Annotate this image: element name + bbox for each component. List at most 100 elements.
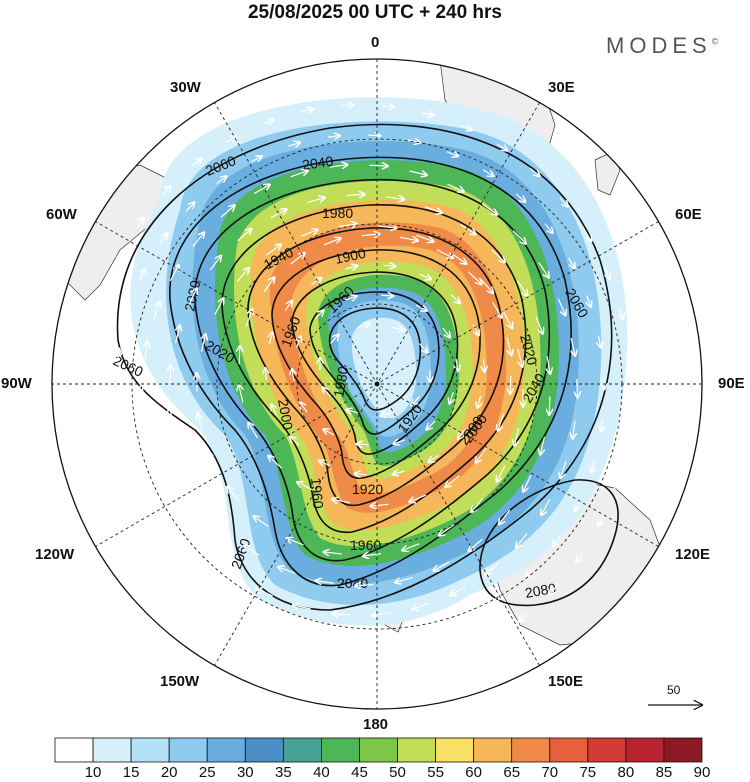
wind-vector-arrow: [436, 249, 453, 258]
wind-vector-arrow: [402, 543, 420, 551]
lon-label-60w: 60W: [46, 206, 77, 223]
wind-vector-arrow: [540, 436, 544, 454]
wind-vector-arrow: [450, 585, 467, 595]
wind-vector-arrow: [507, 337, 511, 355]
wind-vector-arrow: [538, 262, 549, 278]
wind-vector-arrow: [547, 355, 550, 374]
wind-vector-arrow: [424, 206, 442, 213]
wind-vector-arrow: [145, 341, 147, 360]
colorbar: [54, 737, 703, 763]
wind-vector-arrow: [575, 499, 580, 511]
wind-vector-arrow: [300, 403, 308, 413]
wind-vector-arrow: [188, 288, 197, 305]
wind-vector-arrow: [485, 562, 500, 575]
wind-vector-arrow: [237, 229, 252, 242]
wind-vector-arrow: [198, 413, 203, 431]
wind-vector-arrow: [253, 185, 270, 195]
colorbar-tick-label: 35: [275, 764, 292, 781]
colorbar-tick-label: 15: [122, 764, 140, 781]
colorbar-swatch: [549, 737, 589, 763]
wind-vector-arrow: [460, 125, 472, 130]
height-contours: [116, 123, 619, 611]
wind-vector-arrow: [145, 424, 149, 443]
wind-vector-arrow: [498, 413, 505, 431]
wind-vector-arrow: [171, 502, 182, 518]
wind-vector-arrow: [573, 420, 575, 439]
wind-vector-arrow: [332, 614, 351, 615]
wind-vector-arrow: [118, 349, 119, 361]
colorbar-swatch: [511, 737, 551, 763]
wind-vector-arrow: [159, 234, 167, 244]
wind-vector-arrow: [568, 257, 575, 268]
contour-label: 2040: [337, 575, 368, 591]
contour-label: 1960: [350, 537, 381, 553]
colorbar-swatch: [321, 737, 360, 763]
wind-vector-arrow: [383, 265, 395, 266]
wind-vector-arrow: [497, 465, 506, 481]
wind-vector-arrow: [332, 499, 350, 502]
colorbar-swatch: [244, 737, 284, 763]
wind-vector-arrow: [110, 501, 115, 513]
colorbar-tick-label: 90: [693, 764, 711, 781]
wind-vector-arrow: [577, 379, 578, 397]
wind-vector-arrow: [549, 396, 550, 415]
wind-vector-arrow: [355, 585, 374, 586]
wind-vector-arrow: [468, 271, 481, 284]
wind-vector-arrow: [446, 152, 458, 156]
wind-vector-arrow: [604, 377, 605, 389]
colorbar-tick-label: 55: [427, 764, 444, 781]
wind-vector-arrow: [571, 337, 575, 356]
wind-vector-arrow: [605, 267, 610, 279]
wind-vector-arrow: [268, 456, 282, 469]
wind-vector-arrow: [311, 278, 322, 286]
wind-vector-arrow: [214, 298, 223, 315]
colorbar-tick-label: 25: [198, 764, 216, 781]
colorbar-tick-label: 20: [160, 764, 178, 781]
wind-vector-arrow: [270, 209, 287, 219]
wind-vector-arrow: [484, 637, 495, 644]
wind-vector-arrow: [263, 278, 274, 293]
colorbar-swatch: [397, 737, 436, 763]
wind-vector-arrow: [446, 656, 458, 661]
wind-vector-arrow: [400, 237, 418, 240]
wind-vector-arrow: [262, 120, 274, 125]
contour-label: 2000: [275, 398, 296, 432]
wind-vector-arrow: [391, 327, 404, 330]
wind-vector-arrow: [290, 171, 308, 178]
colorbar-swatch: [92, 737, 132, 763]
wind-vector-arrow: [419, 274, 431, 279]
lon-label-90w: 90W: [1, 375, 32, 392]
wind-vector-arrow: [481, 203, 497, 214]
wind-vector-arrow: [142, 383, 143, 401]
wind-vector-arrow: [345, 266, 358, 269]
wind-vector-arrow: [329, 165, 348, 168]
wind-vector-arrow: [471, 497, 484, 512]
lon-label-30w: 30W: [170, 79, 201, 96]
wind-vector-arrow: [535, 316, 543, 334]
wind-vector-arrow: [262, 624, 274, 628]
colorbar-tick-label: 70: [541, 764, 559, 781]
wind-vector-arrow: [442, 327, 450, 338]
map-boundary: [51, 58, 703, 710]
wind-vector-arrow: [434, 561, 450, 571]
wind-vector-arrow: [394, 440, 406, 444]
wind-vector-arrow: [116, 391, 117, 403]
wind-vector-arrow: [371, 504, 389, 506]
wind-vector-arrow: [523, 475, 532, 491]
wind-vector-arrow: [117, 254, 122, 265]
wind-vector-arrow: [480, 279, 493, 293]
wind-vector-arrow: [126, 308, 129, 320]
wind-vector-arrow: [223, 565, 239, 577]
wind-vector-arrow: [323, 387, 331, 397]
wind-vector-arrow: [288, 143, 299, 147]
wind-vector-arrow: [155, 465, 163, 482]
colorbar-swatch: [130, 737, 170, 763]
contour-label: 2060: [111, 352, 146, 380]
wind-vector-arrow: [381, 295, 393, 296]
wind-vector-arrow: [517, 349, 522, 366]
wind-vector-arrow: [193, 484, 204, 500]
brand-logo: MODES©: [606, 33, 718, 59]
colorbar-tick-label: 80: [617, 764, 635, 781]
lon-label-90e: 90E: [718, 375, 745, 392]
